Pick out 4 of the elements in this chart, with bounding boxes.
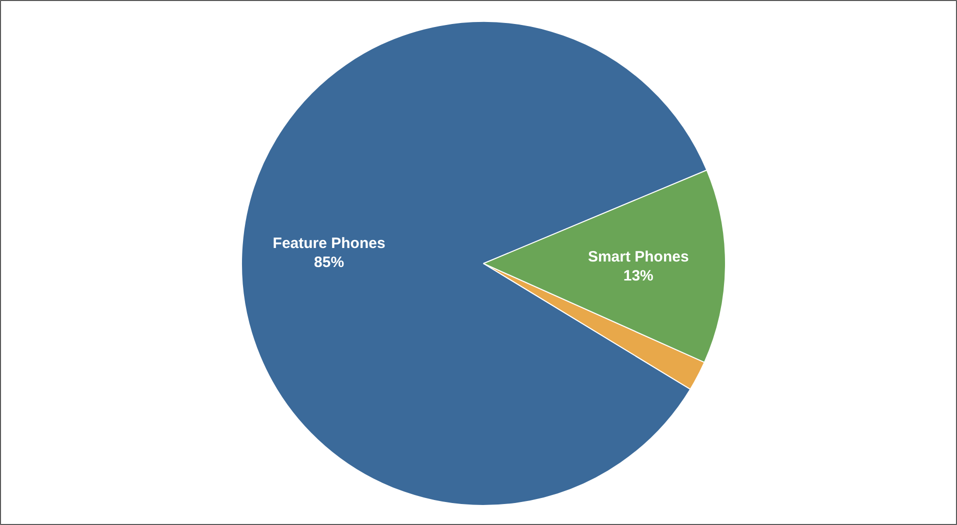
data-label: 13% bbox=[623, 267, 654, 284]
slice-label: Smart Phones bbox=[588, 248, 689, 266]
data-label: 85% bbox=[314, 254, 344, 271]
slice-label: Feature Phones bbox=[272, 234, 386, 252]
